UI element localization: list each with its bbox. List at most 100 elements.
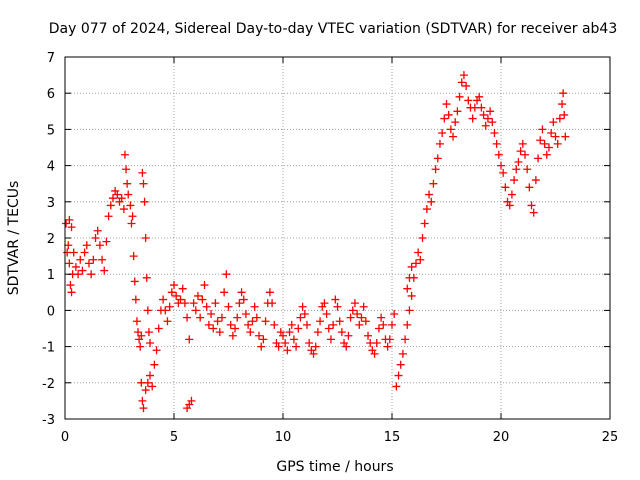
data-point <box>71 262 80 271</box>
data-point <box>407 291 416 300</box>
data-point <box>170 281 178 290</box>
data-point <box>159 295 168 304</box>
data-point <box>462 81 471 90</box>
data-point <box>457 78 466 87</box>
data-point <box>176 295 185 304</box>
data-point <box>136 342 145 351</box>
data-point <box>137 331 146 340</box>
data-point <box>348 306 357 315</box>
data-point <box>265 288 274 297</box>
data-point <box>257 342 266 351</box>
data-point <box>544 143 553 152</box>
data-point <box>398 349 407 358</box>
data-point <box>390 310 399 319</box>
data-point <box>405 306 414 315</box>
data-point <box>420 219 429 228</box>
data-point <box>104 212 113 221</box>
grid-lines <box>65 57 610 419</box>
data-point <box>414 248 423 257</box>
data-point <box>141 234 150 242</box>
y-tick-label: 4 <box>47 160 55 175</box>
data-point <box>191 306 200 315</box>
data-point <box>547 129 556 138</box>
data-point <box>74 270 83 279</box>
data-point <box>342 342 351 351</box>
y-axis-label: SDTVAR / TECUs <box>6 181 22 296</box>
data-point <box>361 317 370 326</box>
data-point <box>553 139 562 148</box>
data-point <box>87 270 96 279</box>
data-point <box>316 317 325 326</box>
data-point <box>479 110 488 119</box>
data-point <box>76 255 85 264</box>
data-point <box>146 371 155 380</box>
data-point <box>122 165 131 174</box>
data-point <box>213 317 222 326</box>
data-point <box>69 248 78 257</box>
data-point <box>523 165 532 174</box>
data-point <box>520 150 529 159</box>
data-point <box>322 310 331 319</box>
data-point <box>185 335 194 344</box>
data-point <box>357 313 366 322</box>
data-point <box>106 201 115 210</box>
data-point <box>259 335 268 344</box>
data-point <box>464 96 473 105</box>
data-point <box>119 205 128 214</box>
data-point <box>559 89 568 98</box>
data-point <box>98 255 107 264</box>
data-point <box>507 190 516 199</box>
data-point <box>183 313 192 322</box>
data-point <box>196 313 205 322</box>
data-point <box>150 360 159 369</box>
data-point <box>534 154 543 163</box>
data-point <box>95 241 104 250</box>
data-point <box>244 320 253 329</box>
data-point <box>401 335 410 344</box>
data-point <box>555 114 564 123</box>
data-point <box>279 331 287 340</box>
data-point <box>453 107 462 116</box>
data-point <box>407 262 416 271</box>
x-tick-label: 10 <box>275 430 292 445</box>
y-tick-label: 6 <box>47 87 55 102</box>
data-point <box>320 299 329 308</box>
data-point <box>490 129 499 138</box>
data-point <box>132 317 141 326</box>
data-point <box>178 284 187 293</box>
data-point <box>326 335 335 344</box>
data-point <box>80 248 89 257</box>
data-point <box>246 328 255 337</box>
data-point <box>558 100 567 109</box>
data-point <box>442 100 451 109</box>
data-point <box>538 125 547 134</box>
data-point <box>65 259 74 268</box>
data-point <box>126 201 135 210</box>
data-point <box>129 252 138 261</box>
data-point <box>82 241 91 250</box>
data-point <box>418 234 427 242</box>
data-point <box>370 349 379 358</box>
data-point <box>346 313 355 322</box>
data-point <box>429 179 438 188</box>
data-point <box>514 157 523 166</box>
data-point <box>494 150 503 159</box>
data-point <box>512 165 521 174</box>
axis-ticks <box>64 56 611 420</box>
data-point <box>108 194 117 203</box>
data-point <box>416 255 425 264</box>
data-point <box>261 317 270 326</box>
data-point <box>146 338 155 347</box>
x-tick-labels: 0 5 10 15 20 25 <box>61 430 618 445</box>
data-point <box>409 273 418 282</box>
data-point <box>486 107 495 116</box>
data-point <box>394 371 403 380</box>
data-point <box>250 302 259 311</box>
data-point <box>294 324 303 333</box>
data-point <box>329 320 338 329</box>
data-point <box>91 234 100 242</box>
y-tick-label: -2 <box>42 377 55 392</box>
data-point <box>477 103 486 112</box>
data-point <box>440 114 449 123</box>
